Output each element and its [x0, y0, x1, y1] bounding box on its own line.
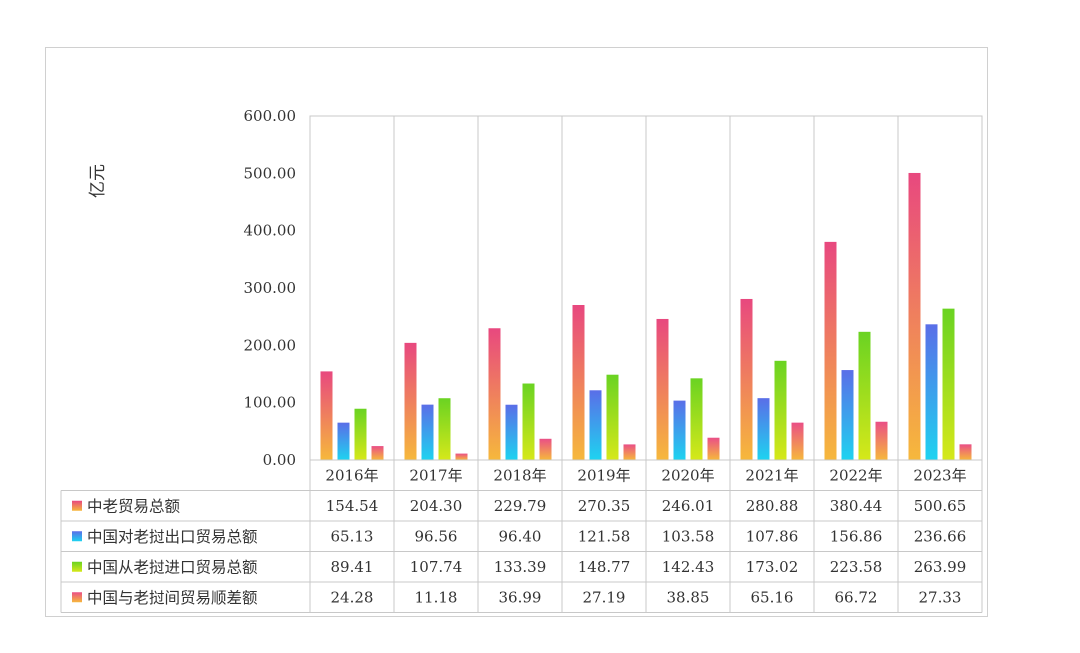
table-cell-value: 107.74: [410, 558, 463, 576]
bar-1-2: [404, 342, 417, 460]
table-cell-value: 103.58: [662, 527, 715, 545]
data-table: 2016年 2017年 2018年 2019年 2020年 2021年 2022年 2023年…: [60, 459, 983, 613]
table-cell-value: 11.18: [415, 588, 458, 606]
table-cell-value: 27.19: [583, 588, 626, 606]
bar-4-1: [371, 446, 384, 460]
bar-2-3: [505, 404, 518, 460]
legend-swatch: [72, 500, 82, 511]
y-tick-label: 200.00: [244, 336, 297, 354]
bar-3-3: [522, 383, 535, 460]
table-cell-value: 107.86: [746, 527, 799, 545]
bar-4-4: [623, 444, 636, 460]
table-cell-value: 500.65: [914, 497, 967, 515]
bars: [320, 172, 972, 460]
legend-entry: 中国对老挝出口贸易总额: [87, 528, 258, 546]
bar-4-7: [875, 421, 888, 460]
bar-1-1: [320, 371, 333, 460]
table-cell-value: 246.01: [662, 497, 715, 515]
category-label: 2019年: [577, 466, 630, 484]
bar-3-5: [690, 378, 703, 460]
chart-frame: 0.00 100.00 200.00 300.00 400.00 500.00 600.00…: [45, 47, 988, 617]
y-tick-label: 500.00: [244, 164, 297, 182]
table-cell-value: 148.77: [578, 558, 631, 576]
table-cell-value: 36.99: [499, 588, 542, 606]
table-cell-value: 156.86: [830, 527, 883, 545]
legend-swatch: [72, 561, 82, 572]
y-tick-label: 0.00: [263, 451, 296, 469]
y-axis-unit-label: 亿元: [88, 164, 108, 198]
legend-entry: 中国与老挝间贸易顺差额: [87, 589, 258, 607]
bar-1-6: [740, 298, 753, 460]
bar-1-5: [656, 318, 669, 460]
category-label: 2022年: [829, 466, 882, 484]
y-tick-label: 100.00: [244, 394, 297, 412]
y-axis: 0.00 100.00 200.00 300.00 400.00 500.00 600.00: [244, 107, 297, 469]
table-cell-value: 229.79: [494, 497, 547, 515]
bar-2-4: [589, 390, 602, 460]
y-tick-label: 400.00: [244, 222, 297, 240]
table-cell-value: 173.02: [746, 558, 799, 576]
table-cell-value: 223.58: [830, 558, 883, 576]
table-cell-value: 89.41: [331, 558, 374, 576]
table-cell-value: 96.40: [499, 527, 542, 545]
table-cell-value: 38.85: [667, 588, 710, 606]
legend-swatch: [72, 592, 82, 603]
category-label: 2020年: [661, 466, 714, 484]
bar-4-6: [791, 422, 804, 460]
table-cell-value: 24.28: [331, 588, 374, 606]
y-tick-label: 600.00: [244, 107, 297, 125]
bar-4-2: [455, 453, 468, 460]
legend-swatch: [72, 531, 82, 542]
table-cell-value: 142.43: [662, 558, 715, 576]
table-cell-value: 66.72: [835, 588, 878, 606]
table-cell-value: 121.58: [578, 527, 631, 545]
table-cell-value: 65.16: [751, 588, 794, 606]
category-label: 2023年: [913, 466, 966, 484]
bar-2-8: [925, 324, 938, 460]
category-label: 2021年: [745, 466, 798, 484]
table-cell-value: 270.35: [578, 497, 631, 515]
bar-1-7: [824, 241, 837, 460]
y-tick-label: 300.00: [244, 279, 297, 297]
table-cell-value: 263.99: [914, 558, 967, 576]
table-cell-value: 27.33: [919, 588, 962, 606]
bar-3-2: [438, 398, 451, 460]
bar-1-8: [908, 172, 921, 460]
bar-4-5: [707, 437, 720, 460]
category-label: 2018年: [493, 466, 546, 484]
bar-2-7: [841, 370, 854, 460]
bar-chart-with-data-table: 0.00 100.00 200.00 300.00 400.00 500.00 600.00…: [60, 107, 983, 613]
category-label: 2016年: [325, 466, 378, 484]
table-cell-value: 65.13: [331, 527, 374, 545]
table-cell-value: 154.54: [326, 497, 379, 515]
bar-2-6: [757, 398, 770, 460]
category-label: 2017年: [409, 466, 462, 484]
bar-4-8: [959, 444, 972, 460]
bar-1-4: [572, 304, 585, 460]
table-cell-value: 236.66: [914, 527, 967, 545]
legend-entry: 中老贸易总额: [87, 497, 181, 515]
bar-2-5: [673, 400, 686, 460]
bar-3-1: [354, 408, 367, 460]
bar-2-1: [337, 422, 350, 460]
table-cell-value: 280.88: [746, 497, 799, 515]
bar-4-3: [539, 438, 552, 460]
table-cell-value: 380.44: [830, 497, 883, 515]
bar-3-6: [774, 360, 787, 460]
bar-3-4: [606, 374, 619, 460]
bar-3-8: [942, 308, 955, 460]
table-cell-value: 204.30: [410, 497, 463, 515]
bar-3-7: [858, 331, 871, 460]
bar-1-3: [488, 328, 501, 460]
legend-entry: 中国从老挝进口贸易总额: [87, 558, 258, 576]
table-cell-value: 96.56: [415, 527, 458, 545]
table-cell-value: 133.39: [494, 558, 547, 576]
bar-2-2: [421, 404, 434, 460]
